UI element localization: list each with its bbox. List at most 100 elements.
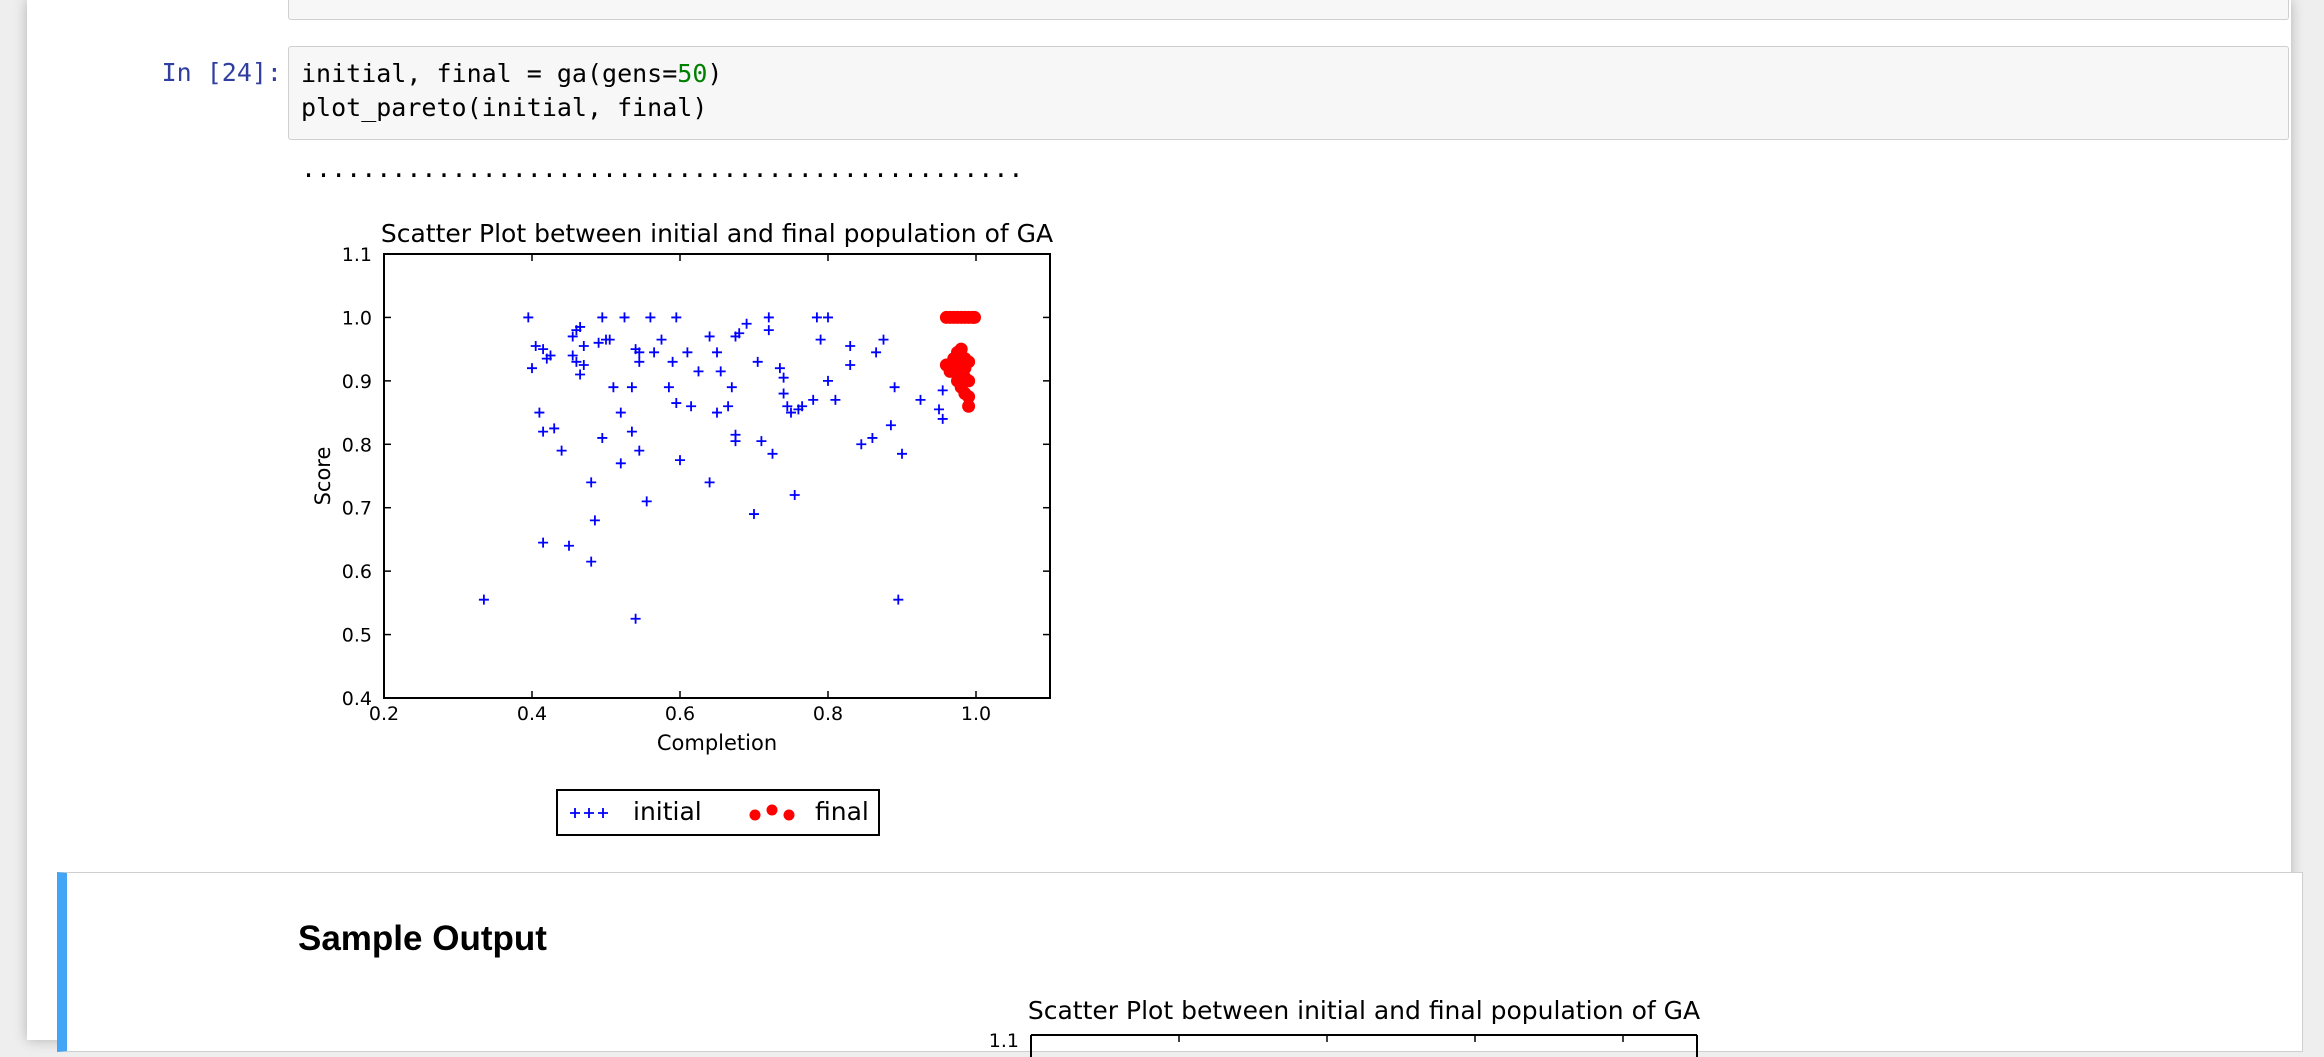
point-initial bbox=[786, 407, 796, 418]
point-initial bbox=[730, 436, 741, 447]
x-tick-label: 0.6 bbox=[665, 703, 695, 725]
point-initial bbox=[741, 318, 752, 329]
point-initial bbox=[712, 347, 722, 358]
notebook-page: In [24]: initial, final = ga(gens=50) pl… bbox=[27, 0, 2303, 1057]
legend-box bbox=[556, 789, 880, 836]
point-initial bbox=[811, 312, 822, 323]
y-tick-label: 1.1 bbox=[989, 1030, 1019, 1052]
point-initial bbox=[615, 407, 626, 418]
point-initial bbox=[538, 426, 549, 437]
point-initial bbox=[478, 594, 489, 605]
point-initial bbox=[634, 347, 645, 358]
point-initial bbox=[763, 312, 774, 323]
point-initial bbox=[871, 347, 882, 358]
legend-marker-initial bbox=[584, 808, 594, 818]
point-initial bbox=[641, 496, 652, 507]
code-line-1: initial, final = ga(gens=50) bbox=[301, 59, 722, 88]
sample-output-chart: Scatter Plot between initial and final p… bbox=[989, 997, 1700, 1057]
point-initial bbox=[885, 420, 896, 431]
legend-marker-initial bbox=[570, 808, 580, 818]
point-initial bbox=[671, 312, 682, 323]
point-initial bbox=[915, 394, 926, 405]
point-initial bbox=[575, 369, 586, 380]
code-text: initial, final = ga(gens= bbox=[301, 59, 678, 88]
point-initial bbox=[704, 477, 715, 488]
point-initial bbox=[782, 401, 793, 412]
input-prompt: In [24]: bbox=[161, 58, 282, 87]
point-initial bbox=[808, 394, 819, 405]
legend-marker-final bbox=[749, 809, 761, 821]
point-initial bbox=[645, 312, 656, 323]
point-initial bbox=[693, 366, 704, 377]
y-tick-label: 0.6 bbox=[342, 561, 372, 583]
point-initial bbox=[597, 312, 608, 323]
point-final bbox=[962, 399, 976, 413]
point-initial bbox=[634, 445, 645, 456]
chart-title: Scatter Plot between initial and final p… bbox=[381, 219, 1053, 248]
point-initial bbox=[723, 401, 734, 412]
point-initial bbox=[615, 458, 626, 469]
point-initial bbox=[649, 347, 660, 358]
point-initial bbox=[752, 356, 763, 367]
point-initial bbox=[571, 356, 582, 367]
x-tick-label: 0.2 bbox=[369, 703, 399, 725]
point-final bbox=[968, 310, 982, 324]
point-final bbox=[962, 374, 976, 388]
point-initial bbox=[667, 356, 678, 367]
point-initial bbox=[682, 347, 693, 358]
scatter-chart: Scatter Plot between initial and final p… bbox=[311, 219, 1053, 836]
legend-label-initial: initial bbox=[633, 797, 702, 826]
point-initial bbox=[538, 344, 549, 355]
point-initial bbox=[523, 312, 534, 323]
point-initial bbox=[937, 385, 948, 396]
point-initial bbox=[619, 312, 630, 323]
markdown-cell[interactable]: Sample Output Scatter Plot between initi… bbox=[57, 872, 2303, 1057]
y-tick-label: 0.5 bbox=[342, 625, 372, 647]
point-initial bbox=[549, 423, 560, 434]
point-initial bbox=[763, 325, 774, 336]
point-initial bbox=[586, 556, 597, 567]
point-initial bbox=[630, 613, 641, 624]
point-initial bbox=[897, 448, 907, 459]
progress-output: ........................................… bbox=[301, 154, 1024, 183]
point-initial bbox=[774, 363, 785, 374]
point-initial bbox=[656, 334, 667, 345]
point-initial bbox=[538, 537, 549, 548]
y-tick-label: 1.0 bbox=[342, 307, 372, 329]
y-tick-label: 0.9 bbox=[342, 371, 372, 393]
point-initial bbox=[934, 404, 944, 415]
point-initial bbox=[527, 363, 537, 374]
point-initial bbox=[626, 426, 637, 437]
point-initial bbox=[823, 312, 833, 323]
code-line-2: plot_pareto(initial, final) bbox=[301, 93, 708, 122]
code-text: ) bbox=[707, 59, 723, 88]
point-initial bbox=[704, 331, 715, 342]
x-tick-label: 0.4 bbox=[517, 703, 547, 725]
point-initial bbox=[893, 594, 904, 605]
point-initial bbox=[586, 477, 597, 488]
y-tick-label: 0.7 bbox=[342, 498, 372, 520]
point-initial bbox=[604, 334, 615, 345]
point-initial bbox=[567, 331, 578, 342]
point-initial bbox=[608, 382, 619, 393]
point-initial bbox=[749, 509, 759, 520]
x-tick-label: 1.0 bbox=[961, 703, 991, 725]
point-final bbox=[962, 390, 976, 404]
markdown-heading: Sample Output bbox=[298, 919, 547, 958]
point-initial bbox=[671, 398, 682, 409]
point-initial bbox=[845, 360, 856, 370]
point-initial bbox=[575, 321, 586, 332]
code-editor[interactable]: initial, final = ga(gens=50) plot_pareto… bbox=[288, 46, 2289, 140]
point-initial bbox=[530, 340, 541, 351]
point-initial bbox=[767, 448, 778, 459]
legend-marker-final bbox=[783, 809, 795, 821]
series-final bbox=[939, 310, 982, 413]
previous-cell-output bbox=[288, 0, 2289, 20]
x-tick-label: 0.8 bbox=[813, 703, 843, 725]
point-initial bbox=[778, 372, 789, 383]
point-final bbox=[954, 342, 968, 356]
point-initial bbox=[578, 340, 589, 351]
point-initial bbox=[534, 407, 545, 418]
legend-label-final: final bbox=[815, 797, 869, 826]
plot-area bbox=[383, 253, 1051, 699]
